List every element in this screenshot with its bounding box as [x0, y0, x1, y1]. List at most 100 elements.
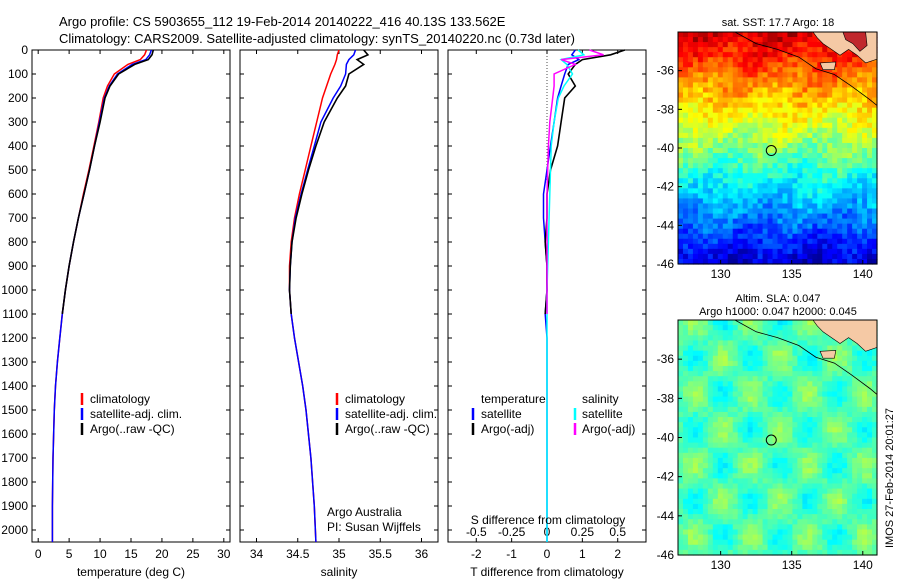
heatmap-cell [747, 442, 754, 449]
heatmap-cell [872, 198, 878, 205]
heatmap-cell [752, 112, 759, 119]
heatmap-cell [797, 42, 803, 48]
heatmap-cell [872, 82, 878, 89]
heatmap-cell [797, 519, 803, 525]
heatmap-cell [872, 127, 878, 134]
heatmap-cell [872, 524, 878, 531]
heatmap-cell [712, 142, 719, 149]
heatmap-cell [722, 183, 729, 189]
heatmap-cell [872, 386, 878, 393]
heatmap-cell [712, 223, 719, 230]
heatmap-cell [707, 417, 714, 423]
heatmap-cell [857, 509, 863, 515]
heatmap-cell [722, 514, 729, 520]
heatmap-cell [727, 549, 734, 556]
heatmap-cell [837, 539, 843, 546]
heatmap-cell [712, 198, 719, 205]
sst-land [734, 31, 878, 106]
heatmap-cell [787, 142, 794, 149]
heatmap-cell [817, 422, 823, 428]
heatmap-cell [702, 391, 709, 398]
heatmap-cell [707, 77, 714, 84]
heatmap-cell [772, 514, 779, 520]
heatmap-cell [712, 473, 719, 479]
heatmap-cell [752, 411, 759, 418]
heatmap-cell [737, 47, 744, 53]
heatmap-cell [852, 406, 858, 413]
heatmap-cell [682, 381, 689, 388]
heatmap-cell [832, 503, 838, 510]
kangaroo-island [819, 61, 837, 70]
heatmap-cell [682, 228, 689, 235]
heatmap-cell [762, 386, 769, 393]
heatmap-cell [872, 360, 878, 367]
heatmap-cell [692, 544, 699, 551]
heatmap-cell [842, 447, 848, 454]
heatmap-cell [712, 371, 719, 377]
heatmap-cell [752, 193, 759, 200]
heatmap-cell [697, 442, 704, 449]
heatmap-cell [827, 534, 833, 541]
heatmap-cell [807, 401, 813, 408]
heatmap-cell [857, 534, 863, 541]
heatmap-cell [767, 238, 774, 245]
heatmap-cell [797, 153, 803, 159]
heatmap-cell [862, 77, 868, 84]
heatmap-cell [872, 514, 878, 520]
heatmap-cell [807, 158, 813, 164]
heatmap-cell [717, 442, 724, 449]
lat-tick-label: -42 [657, 180, 675, 194]
heatmap-cell [692, 340, 699, 347]
heatmap-cell [772, 376, 779, 382]
heatmap-cell [852, 468, 858, 474]
heatmap-cell [737, 534, 744, 541]
heatmap-cell [782, 163, 789, 169]
heatmap-cell [827, 243, 833, 250]
heatmap-cell [678, 127, 684, 134]
heatmap-cell [832, 158, 838, 164]
heatmap-cell [747, 437, 754, 444]
heatmap-cell [827, 57, 833, 63]
heatmap-cell [787, 102, 794, 109]
heatmap-cell [782, 72, 789, 78]
heatmap-cell [712, 345, 719, 352]
heatmap-cell [742, 468, 749, 474]
heatmap-cell [772, 153, 779, 159]
heatmap-cell [722, 148, 729, 154]
heatmap-cell [812, 238, 818, 245]
heatmap-cell [767, 457, 774, 464]
heatmap-cell [827, 478, 833, 485]
heatmap-cell [692, 457, 699, 464]
heatmap-cell [822, 87, 828, 94]
heatmap-cell [782, 371, 789, 377]
heatmap-cell [747, 142, 754, 149]
heatmap-cell [722, 422, 729, 428]
heatmap-cell [742, 417, 749, 423]
heatmap-cell [817, 417, 823, 423]
heatmap-cell [702, 218, 709, 225]
heatmap-cell [682, 208, 689, 215]
heatmap-cell [687, 163, 694, 169]
heatmap-cell [682, 391, 689, 398]
heatmap-cell [697, 127, 704, 134]
heatmap-cell [742, 102, 749, 109]
lon-tick-label: 140 [853, 558, 873, 572]
heatmap-cell [772, 243, 779, 250]
depth-tick-label: 900 [8, 259, 28, 273]
heatmap-cell [687, 228, 694, 235]
heatmap-cell [847, 67, 853, 73]
heatmap-cell [678, 539, 684, 546]
heatmap-cell [697, 401, 704, 408]
heatmap-cell [762, 488, 769, 495]
heatmap-cell [732, 503, 739, 510]
heatmap-cell [797, 158, 803, 164]
heatmap-cell [862, 72, 868, 78]
heatmap-cell [762, 457, 769, 464]
heatmap-cell [867, 452, 873, 459]
heatmap-cell [842, 92, 848, 99]
heatmap-cell [772, 457, 779, 464]
heatmap-cell [807, 468, 813, 474]
heatmap-cell [737, 463, 744, 469]
heatmap-cell [782, 401, 789, 408]
heatmap-cell [732, 37, 739, 43]
